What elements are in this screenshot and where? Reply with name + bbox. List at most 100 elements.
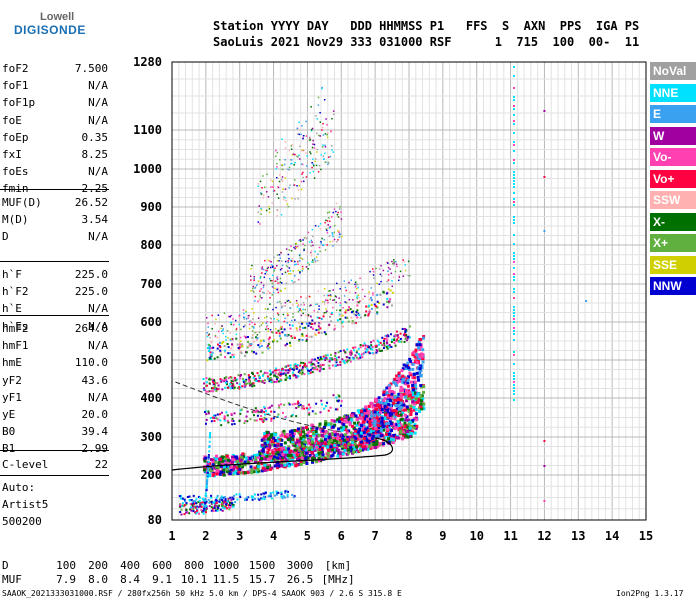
echo-point	[332, 289, 335, 291]
echo-point	[301, 258, 304, 260]
echo-point	[344, 301, 346, 303]
echo-point	[336, 309, 338, 311]
echo-point	[350, 349, 353, 352]
echo-point	[200, 509, 203, 512]
echo-point	[267, 338, 270, 341]
echo-point	[383, 344, 386, 347]
echo-point	[288, 369, 291, 372]
echo-point	[258, 325, 261, 328]
echo-point	[390, 412, 394, 416]
echo-point	[240, 465, 244, 469]
echo-point	[399, 393, 403, 397]
echo-point	[370, 304, 373, 307]
echo-point	[213, 383, 216, 386]
echo-point	[219, 378, 222, 381]
echo-point	[324, 358, 327, 361]
echo-point	[305, 120, 307, 123]
echo-point	[375, 439, 379, 443]
echo-point	[410, 424, 414, 428]
echo-point	[403, 327, 406, 330]
echo-point	[258, 205, 260, 207]
echo-point	[256, 334, 259, 336]
echo-point	[390, 338, 393, 341]
echo-point	[323, 441, 327, 445]
echo-point	[303, 453, 307, 457]
echo-point	[262, 286, 265, 289]
echo-point	[345, 302, 348, 304]
echo-point	[367, 404, 371, 408]
echo-point	[260, 288, 263, 290]
echo-point	[383, 425, 387, 429]
echo-point	[414, 397, 418, 401]
echo-point	[298, 239, 300, 242]
echo-point	[256, 372, 259, 375]
echo-point	[346, 356, 349, 359]
echo-point	[293, 364, 296, 367]
echo-point	[288, 267, 291, 269]
echo-point	[269, 369, 272, 372]
echo-point	[189, 508, 192, 511]
echo-point	[319, 367, 322, 370]
echo-point	[282, 188, 284, 191]
echo-point	[512, 387, 515, 389]
echo-point	[293, 275, 296, 277]
echo-point	[396, 413, 400, 417]
echo-point	[314, 250, 316, 253]
echo-point	[352, 358, 355, 361]
echo-point	[310, 363, 313, 366]
echo-point	[412, 426, 416, 430]
echo-point	[512, 390, 515, 392]
x-tick-label: 3	[236, 529, 243, 543]
echo-point	[205, 485, 208, 488]
param-separator	[0, 189, 109, 190]
echo-point	[363, 342, 366, 345]
echo-point	[302, 149, 304, 151]
echo-point	[297, 439, 301, 443]
echo-point	[210, 420, 213, 423]
param-name: h`F2	[2, 285, 29, 299]
echo-point	[313, 332, 316, 335]
echo-point	[338, 395, 341, 398]
echo-point	[337, 448, 341, 452]
echo-point	[408, 393, 412, 397]
echo-point	[288, 456, 292, 460]
echo-point	[376, 423, 380, 427]
echo-point	[368, 352, 371, 355]
echo-point	[214, 502, 217, 505]
echo-point	[246, 470, 250, 474]
echo-point	[192, 508, 195, 511]
echo-point	[287, 270, 289, 272]
echo-point	[284, 458, 288, 462]
echo-point	[254, 458, 258, 462]
param-row-md: M(D) 3.54	[2, 213, 108, 227]
echo-point	[209, 357, 212, 360]
echo-point	[315, 453, 319, 457]
echo-point	[328, 360, 331, 363]
echo-point	[232, 356, 235, 359]
echo-point	[271, 279, 273, 282]
echo-point	[243, 460, 247, 464]
echo-point	[243, 471, 247, 475]
echo-point	[268, 211, 271, 214]
echo-point	[188, 499, 191, 502]
echo-point	[294, 281, 296, 283]
echo-point	[208, 333, 211, 336]
echo-point	[512, 276, 515, 278]
echo-point	[255, 352, 258, 355]
echo-point	[414, 412, 418, 416]
echo-point	[329, 406, 332, 409]
echo-point	[317, 104, 320, 106]
echo-point	[304, 362, 307, 365]
echo-point	[292, 313, 294, 315]
echo-point	[204, 492, 207, 495]
echo-point	[369, 443, 373, 447]
echo-point	[341, 325, 344, 328]
echo-point	[512, 198, 515, 200]
echo-point	[512, 222, 515, 224]
echo-point	[295, 457, 299, 461]
echo-point	[198, 496, 201, 499]
echo-point	[512, 120, 515, 122]
echo-point	[324, 354, 327, 357]
echo-point	[262, 284, 265, 287]
echo-point	[322, 122, 324, 125]
